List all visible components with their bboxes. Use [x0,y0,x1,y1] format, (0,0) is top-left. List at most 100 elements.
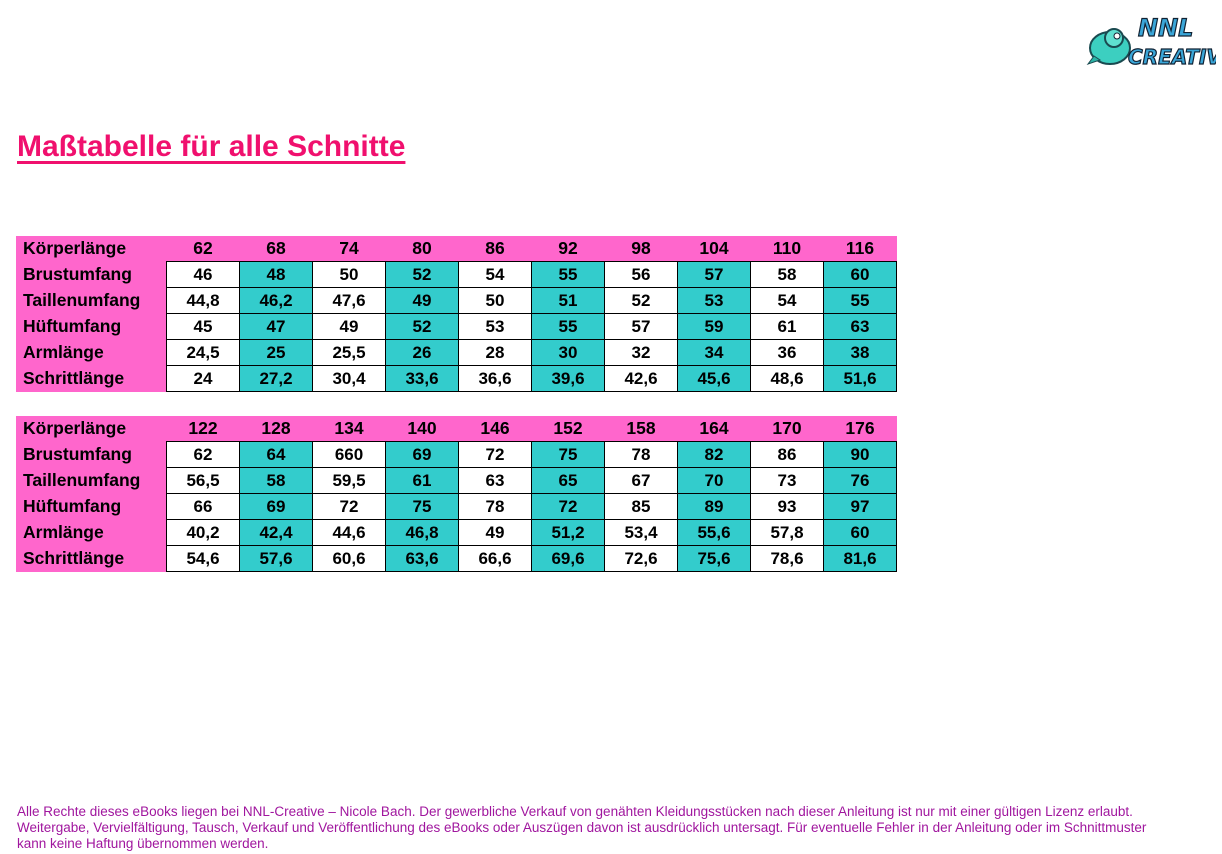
table-cell: 57 [604,313,678,340]
table-cell: 55 [823,287,897,314]
table-cell: 55 [531,261,605,288]
table-cell: 85 [604,493,678,520]
table-cell: 55 [531,313,605,340]
table-cell: 54 [750,287,824,314]
table-cell: 28 [458,339,532,366]
table-cell: 49 [458,519,532,546]
table-cell: 59,5 [312,467,386,494]
table-cell: 52 [385,313,459,340]
row-label: Brustumfang [16,441,167,468]
page-title: Maßtabelle für alle Schnitte [17,130,406,163]
table-cell: 76 [823,467,897,494]
table-cell: 86 [750,441,824,468]
table-cell: 25 [239,339,313,366]
table-cell: 25,5 [312,339,386,366]
table-cell: 59 [677,313,751,340]
table-cell: 81,6 [823,545,897,572]
row-label: Schrittlänge [16,545,167,572]
table-cell: 53 [458,313,532,340]
table-cell: 47,6 [312,287,386,314]
table-row: Taillenumfang 56,5 58 59,5 61 63 65 67 70 73 76 [16,467,897,494]
table-cell: 65 [531,467,605,494]
table-cell: 45 [166,313,240,340]
size-header: 164 [677,416,751,442]
table-cell: 32 [604,339,678,366]
header-row: Körperlänge 122 128 134 140 146 152 158 164 170 17… [16,416,897,442]
size-header: 134 [312,416,386,442]
table-cell: 58 [750,261,824,288]
table-cell: 44,8 [166,287,240,314]
size-header: 122 [166,416,240,442]
table-cell: 30,4 [312,365,386,392]
table-cell: 75 [531,441,605,468]
size-header: 74 [312,236,386,262]
table-cell: 60,6 [312,545,386,572]
table-cell: 54,6 [166,545,240,572]
table-cell: 49 [312,313,386,340]
table-cell: 50 [312,261,386,288]
row-label: Körperlänge [16,236,167,262]
table-cell: 36 [750,339,824,366]
table-cell: 46,8 [385,519,459,546]
size-header: 140 [385,416,459,442]
table-cell: 51 [531,287,605,314]
row-label: Armlänge [16,519,167,546]
table-cell: 63 [458,467,532,494]
copyright-notice: Alle Rechte dieses eBooks liegen bei NNL… [17,804,1147,851]
table-cell: 66 [166,493,240,520]
svg-text:NNL: NNL [1138,14,1193,42]
table-cell: 24,5 [166,339,240,366]
size-header: 86 [458,236,532,262]
table-cell: 69 [239,493,313,520]
table-cell: 89 [677,493,751,520]
table-row: Hüftumfang 66 69 72 75 78 72 85 89 93 97 [16,493,897,520]
table-row: Hüftumfang 45 47 49 52 53 55 57 59 61 63 [16,313,897,340]
table-cell: 78 [458,493,532,520]
table-cell: 34 [677,339,751,366]
table-cell: 62 [166,441,240,468]
size-header: 146 [458,416,532,442]
table-cell: 82 [677,441,751,468]
table-cell: 57 [677,261,751,288]
table-cell: 67 [604,467,678,494]
table-cell: 66,6 [458,545,532,572]
svg-text:CREATIVE: CREATIVE [1128,45,1216,69]
table-row: Schrittlänge 24 27,2 30,4 33,6 36,6 39,6 42,6 45… [16,365,897,392]
table-cell: 30 [531,339,605,366]
table-cell: 56 [604,261,678,288]
table-cell: 57,6 [239,545,313,572]
table-row: Armlänge 40,2 42,4 44,6 46,8 49 51,2 53,4 55,6 57… [16,519,897,546]
table-cell: 61 [750,313,824,340]
table-cell: 75 [385,493,459,520]
size-header: 98 [604,236,678,262]
table-cell: 52 [385,261,459,288]
table-cell: 69 [385,441,459,468]
table-cell: 660 [312,441,386,468]
table-cell: 72 [531,493,605,520]
table-cell: 93 [750,493,824,520]
table-cell: 49 [385,287,459,314]
table-cell: 72,6 [604,545,678,572]
table-cell: 42,4 [239,519,313,546]
table-cell: 58 [239,467,313,494]
size-table-2: Körperlänge 122 128 134 140 146 152 158 164 170 17… [16,416,897,572]
table-cell: 47 [239,313,313,340]
table-cell: 24 [166,365,240,392]
row-label: Taillenumfang [16,467,167,494]
table-cell: 70 [677,467,751,494]
table-cell: 78 [604,441,678,468]
row-label: Hüftumfang [16,313,167,340]
table-cell: 46,2 [239,287,313,314]
table-cell: 40,2 [166,519,240,546]
table-cell: 50 [458,287,532,314]
table-cell: 72 [458,441,532,468]
size-header: 110 [750,236,824,262]
table-row: Armlänge 24,5 25 25,5 26 28 30 32 34 36 38 [16,339,897,366]
table-cell: 60 [823,261,897,288]
row-label: Armlänge [16,339,167,366]
table-cell: 39,6 [531,365,605,392]
size-header: 152 [531,416,605,442]
size-header: 68 [239,236,313,262]
table-cell: 63,6 [385,545,459,572]
table-cell: 53 [677,287,751,314]
